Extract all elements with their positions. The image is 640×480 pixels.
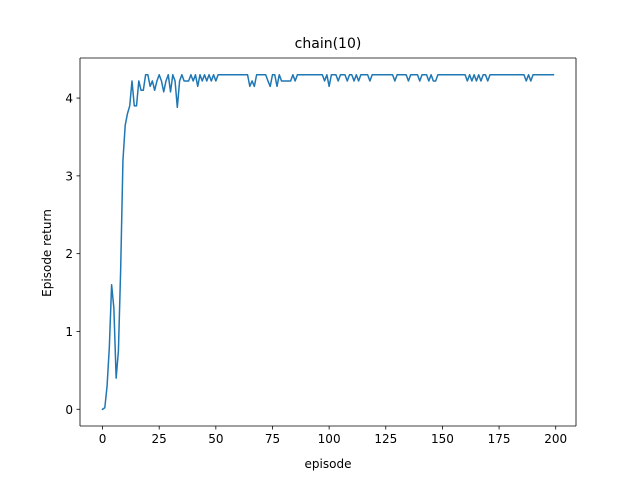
x-tick-label: 100 xyxy=(318,432,341,446)
y-tick-label: 4 xyxy=(65,92,73,106)
y-tick-label: 0 xyxy=(65,403,73,417)
x-tick-label: 50 xyxy=(208,432,223,446)
y-tick-label: 3 xyxy=(65,169,73,183)
series-line-0 xyxy=(101,73,555,411)
x-tick-label: 200 xyxy=(544,432,567,446)
x-tick-label: 25 xyxy=(152,432,167,446)
y-axis-label: Episode return xyxy=(40,209,54,297)
y-tick-label: 2 xyxy=(65,247,73,261)
plot-area xyxy=(101,73,555,411)
y-axis-ticks: 0 1 2 3 4 xyxy=(65,92,80,417)
chart-title: chain(10) xyxy=(295,36,362,52)
x-tick-label: 175 xyxy=(488,432,511,446)
x-tick-label: 75 xyxy=(265,432,280,446)
x-axis-label: episode xyxy=(305,457,352,471)
axes xyxy=(79,57,577,427)
x-tick-label: 150 xyxy=(431,432,454,446)
y-tick-label: 1 xyxy=(65,325,73,339)
x-tick-label: 0 xyxy=(99,432,107,446)
x-tick-label: 125 xyxy=(374,432,397,446)
x-axis-ticks: 0 25 50 75 100 125 150 175 200 xyxy=(99,426,567,446)
